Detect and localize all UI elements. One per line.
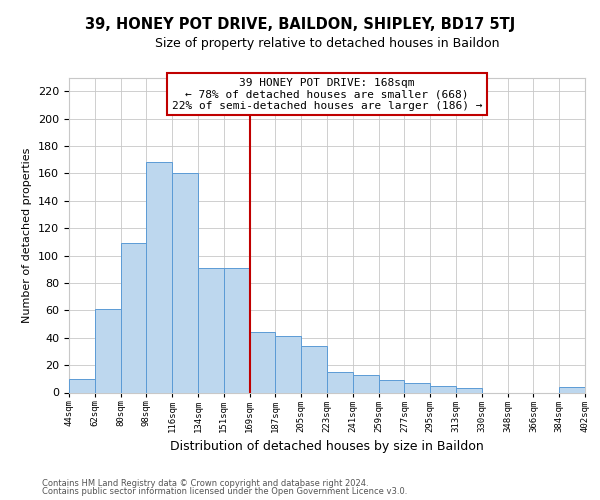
- Bar: [172, 174, 198, 392]
- Bar: [198, 268, 224, 392]
- Text: 39 HONEY POT DRIVE: 168sqm
← 78% of detached houses are smaller (668)
22% of sem: 39 HONEY POT DRIVE: 168sqm ← 78% of deta…: [172, 78, 482, 110]
- Title: Size of property relative to detached houses in Baildon: Size of property relative to detached ho…: [155, 37, 499, 50]
- Bar: [95, 309, 121, 392]
- Text: Contains public sector information licensed under the Open Government Licence v3: Contains public sector information licen…: [42, 487, 407, 496]
- X-axis label: Distribution of detached houses by size in Baildon: Distribution of detached houses by size …: [170, 440, 484, 453]
- Bar: [353, 374, 379, 392]
- Bar: [327, 372, 353, 392]
- Bar: [456, 388, 482, 392]
- Bar: [146, 162, 172, 392]
- Bar: [379, 380, 404, 392]
- Bar: [301, 346, 327, 393]
- Bar: [559, 387, 585, 392]
- Text: 39, HONEY POT DRIVE, BAILDON, SHIPLEY, BD17 5TJ: 39, HONEY POT DRIVE, BAILDON, SHIPLEY, B…: [85, 18, 515, 32]
- Text: Contains HM Land Registry data © Crown copyright and database right 2024.: Contains HM Land Registry data © Crown c…: [42, 478, 368, 488]
- Bar: [121, 243, 146, 392]
- Bar: [404, 383, 430, 392]
- Bar: [430, 386, 456, 392]
- Bar: [275, 336, 301, 392]
- Bar: [69, 379, 95, 392]
- Bar: [224, 268, 250, 392]
- Y-axis label: Number of detached properties: Number of detached properties: [22, 148, 32, 322]
- Bar: [250, 332, 275, 392]
